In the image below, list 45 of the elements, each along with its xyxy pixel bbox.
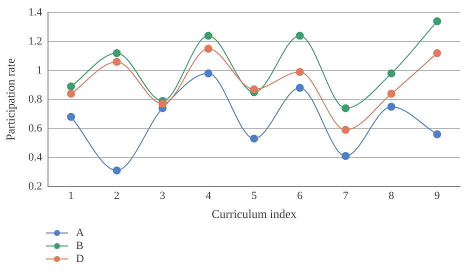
x-tick-label: 4 xyxy=(206,190,212,202)
legend-label: D xyxy=(76,252,84,264)
point xyxy=(204,69,212,78)
x-tick-label: 2 xyxy=(114,190,120,202)
point xyxy=(67,112,76,121)
x-tick-label: 5 xyxy=(251,190,258,202)
point xyxy=(204,32,212,40)
point xyxy=(342,126,350,134)
x-tick-label: 3 xyxy=(160,190,166,202)
point xyxy=(67,82,76,90)
point xyxy=(387,102,396,111)
x-tick-label: 1 xyxy=(68,190,74,202)
x-axis-title: Curriculum index xyxy=(212,206,297,221)
legend-label: A xyxy=(76,226,84,238)
point xyxy=(250,134,258,143)
x-tick-label: 8 xyxy=(388,190,395,202)
legend-label: B xyxy=(76,240,84,252)
y-tick-label: 1.2 xyxy=(28,35,42,48)
x-tick-label: 6 xyxy=(297,190,304,202)
point xyxy=(296,32,304,40)
point xyxy=(433,130,442,138)
y-tick-label: 0.6 xyxy=(28,122,43,134)
point xyxy=(342,104,350,112)
y-axis-title: Participation rate xyxy=(3,58,18,141)
y-tick-label: 0.4 xyxy=(28,151,43,164)
y-tick-label: 0.8 xyxy=(28,93,43,106)
point xyxy=(387,90,396,98)
x-tick-label: 7 xyxy=(342,190,349,202)
point xyxy=(433,17,442,26)
point xyxy=(342,152,350,160)
point xyxy=(250,85,258,94)
point xyxy=(112,49,121,58)
y-tick-label: 1.4 xyxy=(28,6,43,18)
point xyxy=(112,58,121,66)
point xyxy=(296,84,304,92)
point xyxy=(433,49,442,58)
x-tick-label: 9 xyxy=(434,190,440,202)
point xyxy=(296,68,304,76)
point xyxy=(112,166,121,174)
point xyxy=(67,90,76,98)
point xyxy=(387,69,396,78)
point xyxy=(158,100,167,108)
point xyxy=(204,44,212,53)
y-tick-label: 1 xyxy=(36,64,42,76)
y-tick-label: 0.2 xyxy=(28,180,42,192)
